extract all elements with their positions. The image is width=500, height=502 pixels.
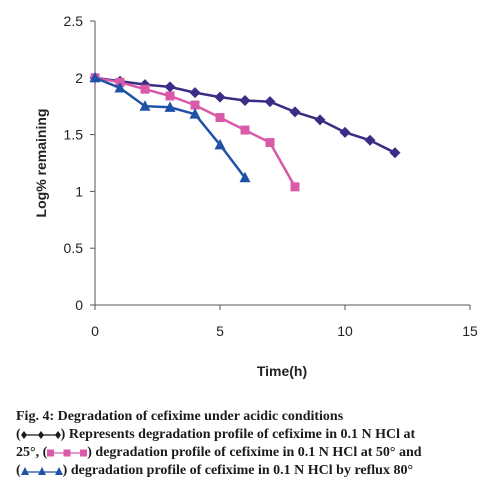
caption-title: Fig. 4: Degradation of cefixime under ac…	[16, 409, 344, 424]
data-point-square	[265, 138, 275, 148]
caption-line-2: () Represents degradation profile of cef…	[16, 427, 416, 442]
caption-line-4-text: ) degradation profile of cefixime in 0.1…	[62, 463, 414, 478]
data-point-diamond	[214, 91, 226, 103]
data-point-diamond	[164, 81, 176, 93]
data-point-triangle	[164, 101, 176, 112]
data-point-triangle	[189, 108, 201, 119]
data-point-triangle	[89, 71, 101, 83]
data-point-diamond	[339, 126, 351, 138]
x-tick-label: 15	[462, 323, 478, 339]
data-point-square	[240, 125, 250, 135]
data-point-diamond	[289, 106, 301, 118]
figure-caption: Fig. 4: Degradation of cefixime under ac…	[16, 408, 496, 480]
caption-line-3-prefix: 25°, (	[16, 445, 48, 460]
x-tick-label: 0	[91, 323, 99, 339]
series-diamond	[89, 72, 401, 159]
y-tick-label: 2.5	[64, 13, 84, 29]
caption-line-3: 25°, ( ) degradation profile of cefixime …	[16, 444, 496, 462]
data-point-square	[215, 113, 225, 123]
data-point-triangle	[214, 138, 226, 150]
series-group	[89, 71, 401, 192]
legend-square-line-icon	[47, 449, 88, 457]
x-axis-title: Time(h)	[257, 363, 307, 379]
data-point-diamond	[314, 114, 326, 126]
data-point-diamond	[189, 87, 201, 99]
y-ticks: 0 0.5 1 1.5 2 2.5	[64, 13, 95, 313]
y-axis-title: Log% remaining	[33, 109, 49, 218]
legend-triangle-line-icon	[20, 466, 63, 475]
data-point-diamond	[389, 147, 401, 159]
caption-line-4-prefix: (	[16, 463, 21, 478]
y-tick-label: 0	[75, 297, 83, 313]
data-point-diamond	[364, 134, 376, 146]
data-point-square	[290, 182, 300, 192]
chart-area: 0 0.5 1 1.5 2 2.5 0 5 10 15 Time(h) Log% remaini…	[33, 13, 478, 379]
data-point-diamond	[239, 95, 251, 107]
x-tick-label: 10	[337, 323, 353, 339]
legend-diamond-line-icon	[20, 430, 61, 439]
data-point-square	[190, 100, 200, 110]
x-ticks: 0 5 10 15	[91, 305, 478, 339]
data-point-diamond	[264, 96, 276, 108]
data-point-triangle	[114, 82, 126, 93]
caption-line-4: ( ) degradation profile of cefixime in 0.…	[16, 462, 496, 480]
y-tick-label: 0.5	[64, 240, 84, 256]
y-tick-label: 2	[75, 70, 83, 86]
data-point-square	[165, 91, 175, 101]
series-triangle	[89, 71, 251, 183]
data-point-triangle	[139, 100, 151, 111]
data-point-triangle	[239, 171, 251, 183]
caption-line-3-text: ) degradation profile of cefixime in 0.1…	[87, 445, 422, 460]
y-tick-label: 1.5	[64, 127, 84, 143]
data-point-square	[140, 84, 150, 94]
caption-line-2-text: ) Represents degradation profile of cefi…	[60, 427, 416, 442]
x-tick-label: 5	[216, 323, 224, 339]
y-tick-label: 1	[75, 183, 83, 199]
